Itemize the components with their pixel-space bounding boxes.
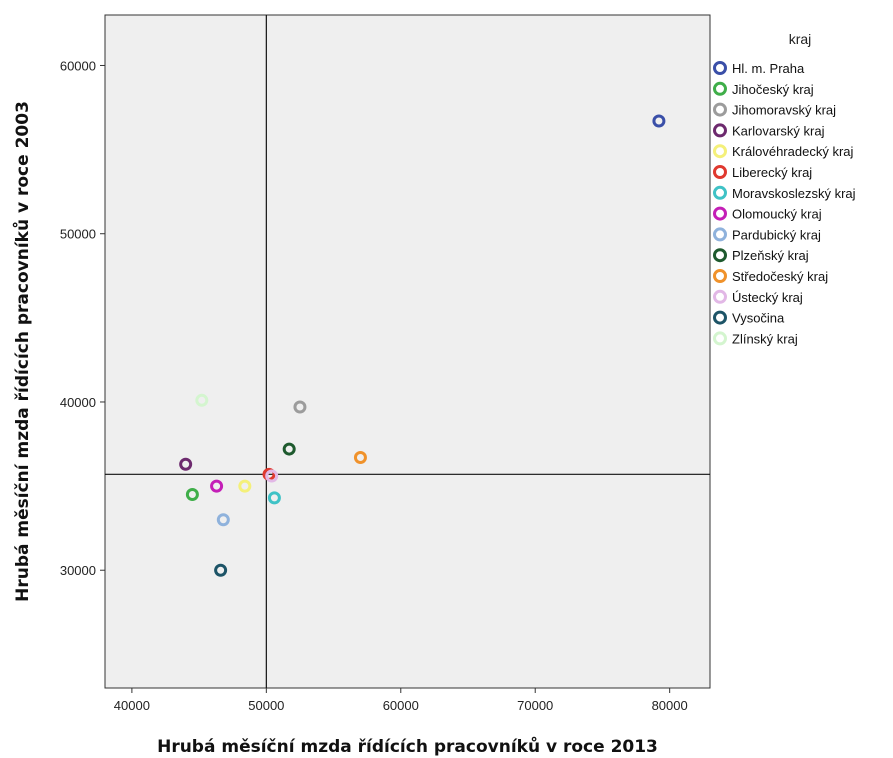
data-point — [195, 393, 209, 407]
legend-marker — [713, 269, 727, 283]
legend-marker — [713, 185, 727, 200]
x-axis-title: Hrubá měsíční mzda řídících pracovníků v… — [157, 735, 658, 757]
legend-marker — [713, 165, 727, 179]
data-point — [353, 450, 367, 464]
data-point — [179, 457, 193, 471]
legend-marker — [713, 331, 727, 346]
data-point — [210, 479, 224, 493]
data-point — [265, 469, 279, 483]
legend-label: Hl. m. Praha — [732, 61, 805, 76]
legend: kraj Hl. m. Praha Jihočeský kraj Jihomorav… — [713, 31, 856, 346]
legend-label: Královéhradecký kraj — [732, 144, 853, 159]
x-tick-label: 70000 — [517, 698, 553, 713]
legend-marker — [713, 144, 727, 159]
data-point — [293, 400, 307, 414]
data-point — [652, 114, 666, 128]
legend-label: Vysočina — [732, 311, 785, 326]
legend-marker — [713, 123, 727, 138]
data-points — [179, 114, 666, 577]
legend-marker — [713, 310, 727, 325]
legend-label: Středočeský kraj — [732, 269, 828, 284]
legend-label: Zlínský kraj — [732, 331, 798, 346]
legend-marker — [713, 227, 727, 242]
y-axis-title: Hrubá měsíční mzda řídících pracovníků v… — [11, 101, 33, 602]
y-tick-label: 30000 — [60, 563, 96, 578]
reference-lines — [105, 15, 710, 688]
legend-label: Moravskoslezský kraj — [732, 186, 856, 201]
legend-marker — [713, 248, 727, 263]
legend-label: Liberecký kraj — [732, 165, 812, 180]
legend-label: Jihočeský kraj — [732, 82, 814, 97]
legend-marker — [713, 61, 727, 75]
y-tick-label: 40000 — [60, 395, 96, 410]
legend-marker — [713, 81, 727, 96]
data-point — [185, 488, 199, 502]
data-point — [238, 479, 252, 493]
legend-label: Ústecký kraj — [732, 290, 803, 305]
data-point — [267, 491, 281, 505]
legend-label: Karlovarský kraj — [732, 123, 825, 138]
legend-marker — [713, 102, 727, 117]
legend-marker — [713, 289, 727, 304]
x-tick-label: 60000 — [383, 698, 419, 713]
y-tick-label: 50000 — [60, 227, 96, 242]
plot-area — [104, 14, 711, 689]
x-tick-label: 40000 — [114, 698, 150, 713]
axis-ticks: 40000 50000 60000 70000 80000 30000 40000 50000… — [60, 58, 688, 713]
data-point — [282, 442, 296, 456]
data-point — [214, 563, 228, 577]
legend-label: Pardubický kraj — [732, 227, 821, 242]
legend-title: kraj — [789, 31, 812, 47]
legend-label: Jihomoravský kraj — [732, 103, 836, 118]
x-tick-label: 80000 — [652, 698, 688, 713]
legend-marker — [713, 206, 727, 221]
legend-label: Olomoucký kraj — [732, 207, 822, 222]
x-tick-label: 50000 — [248, 698, 284, 713]
data-point — [216, 513, 230, 527]
y-tick-label: 60000 — [60, 58, 96, 73]
legend-label: Plzeňský kraj — [732, 248, 809, 263]
